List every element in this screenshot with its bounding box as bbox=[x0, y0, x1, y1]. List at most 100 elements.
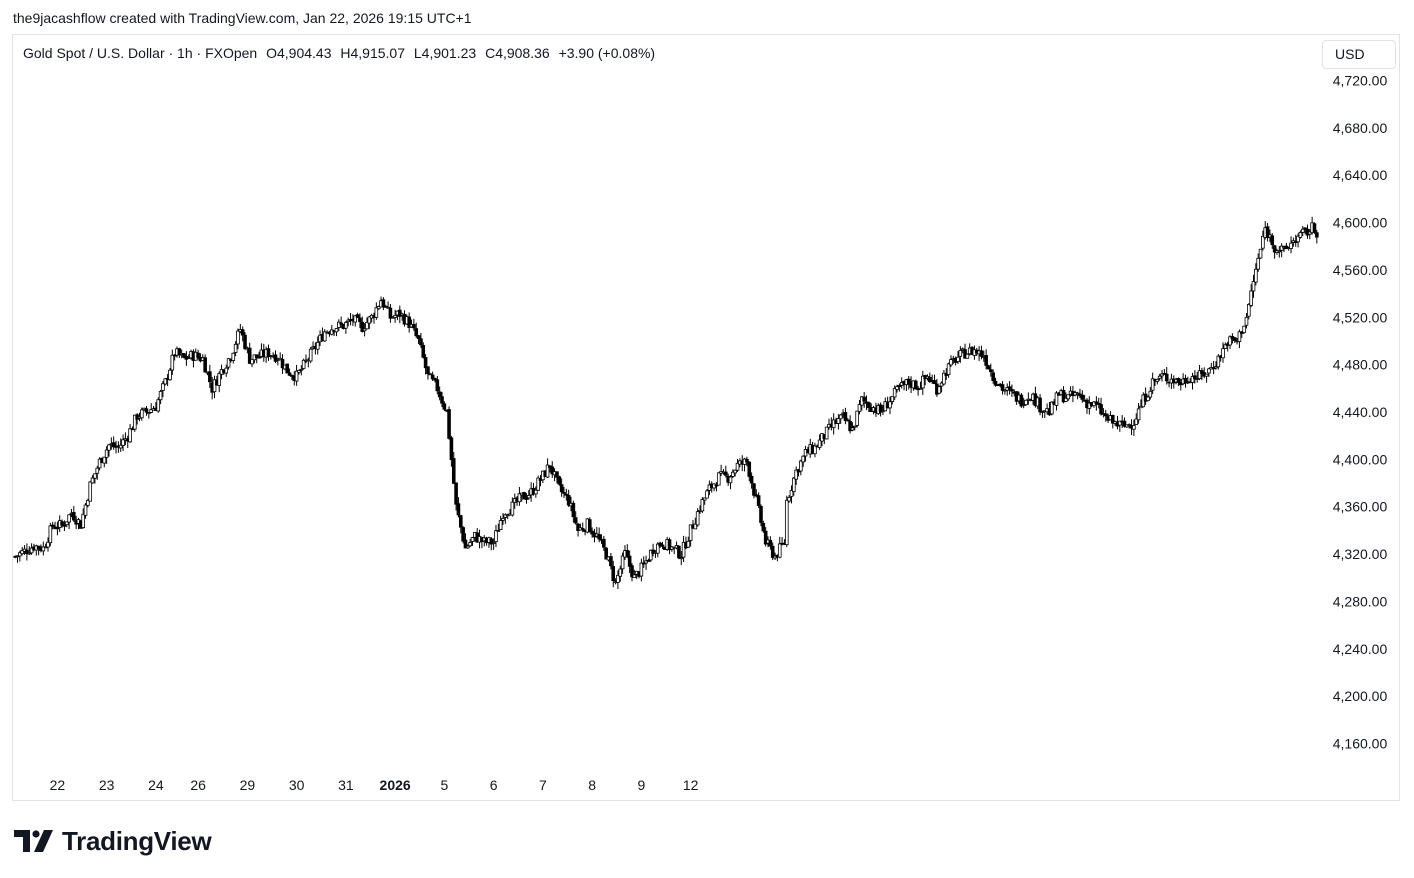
candle-body bbox=[1038, 397, 1042, 413]
candle-body bbox=[196, 352, 200, 358]
candle-body bbox=[414, 328, 419, 337]
y-tick-label: 4,400.00 bbox=[1333, 451, 1388, 467]
x-tick-label: 9 bbox=[637, 777, 645, 793]
candle-body bbox=[906, 378, 911, 385]
candle-body bbox=[1146, 396, 1150, 402]
candle-body bbox=[86, 499, 90, 506]
candle-body bbox=[1197, 370, 1202, 380]
candle-body bbox=[993, 380, 998, 386]
candle-body bbox=[393, 314, 397, 318]
candle-body bbox=[651, 549, 655, 554]
candle-body bbox=[878, 404, 883, 413]
y-tick-label: 4,680.00 bbox=[1333, 120, 1388, 136]
candle-body bbox=[97, 458, 102, 469]
y-tick-label: 4,280.00 bbox=[1333, 593, 1388, 609]
candle-body bbox=[627, 555, 632, 567]
candle-body bbox=[1300, 228, 1305, 233]
candle-body bbox=[792, 477, 796, 492]
candle-body bbox=[20, 550, 25, 555]
candle-body bbox=[90, 477, 95, 484]
x-tick-label: 12 bbox=[683, 777, 699, 793]
candle-body bbox=[334, 328, 339, 333]
candle-body bbox=[111, 442, 116, 448]
x-tick-label: 29 bbox=[240, 777, 256, 793]
candle-body bbox=[128, 428, 132, 443]
candle-body bbox=[1207, 368, 1211, 374]
candle-body bbox=[679, 557, 684, 560]
candle-body bbox=[655, 543, 660, 554]
candle-body bbox=[609, 556, 613, 567]
y-tick-label: 4,600.00 bbox=[1333, 215, 1388, 231]
candle-body bbox=[132, 414, 137, 430]
candle-body bbox=[1064, 397, 1068, 402]
candle-body bbox=[48, 525, 53, 544]
candle-body bbox=[763, 530, 768, 545]
candle-body bbox=[182, 353, 186, 358]
candle-body bbox=[203, 357, 207, 373]
candle-body bbox=[989, 369, 993, 373]
symbol-label[interactable]: Gold Spot / U.S. Dollar · 1h · FXOpen bbox=[23, 45, 258, 61]
candle-body bbox=[463, 539, 468, 549]
brand-wordmark: TradingView bbox=[62, 825, 212, 856]
candle-body bbox=[817, 439, 822, 448]
candle-body bbox=[852, 425, 857, 428]
candle-body bbox=[236, 330, 240, 345]
candle-body bbox=[266, 348, 271, 358]
candle-body bbox=[1232, 337, 1237, 341]
candle-body bbox=[67, 514, 71, 523]
candle-body bbox=[386, 306, 390, 309]
candle-body bbox=[55, 527, 60, 530]
candle-body bbox=[843, 412, 848, 421]
candle-body bbox=[667, 539, 672, 551]
candle-body bbox=[604, 547, 608, 560]
candle-body bbox=[702, 497, 707, 501]
currency-button[interactable]: USD bbox=[1322, 40, 1396, 69]
candle-body bbox=[437, 391, 442, 398]
candle-body bbox=[824, 426, 829, 440]
x-tick-label: 23 bbox=[99, 777, 115, 793]
candle-body bbox=[376, 306, 381, 310]
candle-body bbox=[468, 542, 472, 547]
candle-body bbox=[660, 544, 665, 547]
candle-body bbox=[1251, 281, 1256, 292]
candle-body bbox=[454, 482, 458, 505]
candle-body bbox=[761, 522, 766, 532]
candle-body bbox=[768, 540, 773, 547]
candle-body bbox=[1315, 232, 1319, 238]
candle-body bbox=[226, 358, 231, 368]
candle-body bbox=[458, 515, 463, 528]
x-tick-label: 6 bbox=[490, 777, 498, 793]
candle-body bbox=[559, 484, 564, 493]
candle-body bbox=[641, 562, 646, 565]
candle-body bbox=[1110, 414, 1115, 424]
candle-body bbox=[555, 471, 559, 478]
candle-body bbox=[735, 462, 740, 471]
candle-body bbox=[1099, 404, 1103, 415]
candle-body bbox=[838, 414, 843, 420]
candle-body bbox=[18, 552, 22, 557]
candle-body bbox=[273, 354, 278, 362]
candle-body bbox=[501, 518, 505, 521]
candle-body bbox=[845, 419, 850, 422]
candle-body bbox=[435, 379, 440, 392]
candle-body bbox=[1303, 227, 1307, 230]
candle-body bbox=[949, 359, 953, 366]
candle-body bbox=[534, 489, 538, 495]
candle-body bbox=[965, 353, 970, 359]
candle-body bbox=[362, 328, 367, 332]
x-tick-label: 22 bbox=[50, 777, 66, 793]
candle-body bbox=[522, 492, 526, 500]
candle-body bbox=[355, 314, 360, 318]
candle-body bbox=[149, 409, 154, 413]
candle-body bbox=[526, 495, 531, 499]
candle-body bbox=[731, 471, 735, 477]
candle-body bbox=[991, 372, 995, 382]
candle-body bbox=[1019, 394, 1024, 407]
candle-body bbox=[979, 350, 984, 357]
candle-body bbox=[862, 396, 866, 402]
candle-body bbox=[517, 493, 522, 503]
candle-body bbox=[630, 565, 634, 578]
candle-body bbox=[168, 369, 172, 381]
close-value: C4,908.36 bbox=[485, 45, 550, 61]
